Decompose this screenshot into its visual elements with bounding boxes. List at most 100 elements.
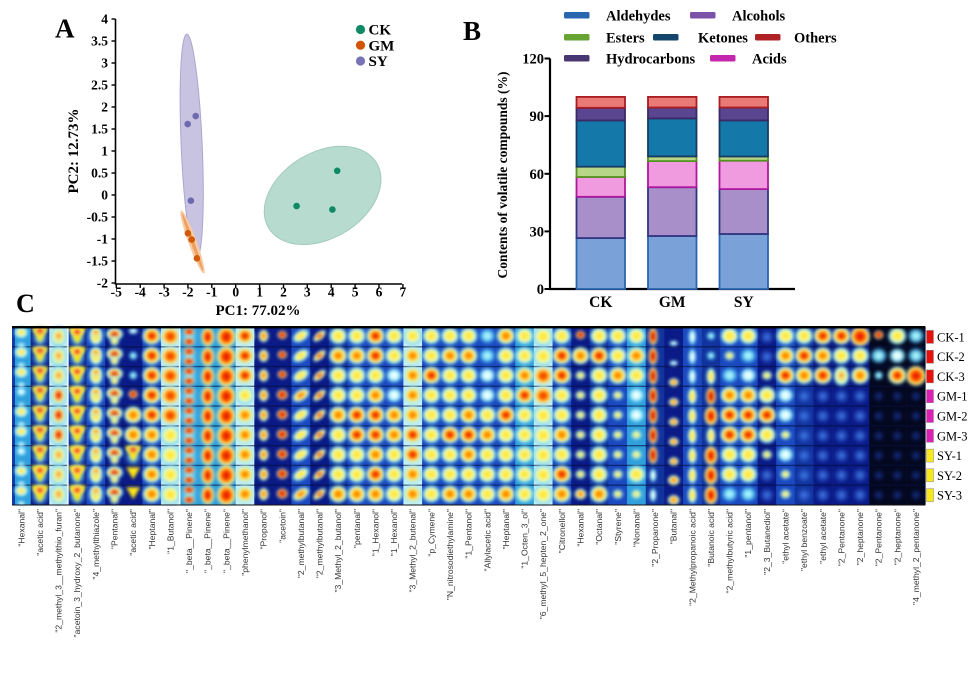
svg-text:"Styrene": "Styrene" bbox=[613, 509, 623, 545]
svg-text:Esters: Esters bbox=[606, 31, 645, 47]
svg-text:CK: CK bbox=[369, 23, 392, 39]
svg-text:C: C bbox=[16, 289, 35, 318]
svg-text:90: 90 bbox=[530, 109, 545, 125]
svg-text:PC2: 12.73%: PC2: 12.73% bbox=[66, 109, 82, 194]
svg-text:0: 0 bbox=[537, 282, 544, 298]
svg-text:"ethyl acetate": "ethyl acetate" bbox=[781, 509, 791, 564]
svg-text:-3: -3 bbox=[158, 285, 169, 300]
svg-text:Contents of volatile compounds: Contents of volatile compounds (%) bbox=[495, 71, 510, 278]
svg-text:"acetoin_3_hydroxy_2_butanone": "acetoin_3_hydroxy_2_butanone" bbox=[72, 509, 82, 637]
svg-text:SY-3: SY-3 bbox=[937, 489, 962, 503]
svg-text:-1: -1 bbox=[206, 285, 217, 300]
svg-text:"2_3_Butanediol": "2_3_Butanediol" bbox=[762, 509, 772, 575]
svg-text:"_beta__Pinene": "_beta__Pinene" bbox=[184, 509, 194, 573]
svg-text:60: 60 bbox=[530, 167, 545, 183]
svg-text:Alcohols: Alcohols bbox=[732, 9, 786, 25]
svg-text:CK-2: CK-2 bbox=[937, 350, 965, 364]
svg-text:"_beta__Pinene": "_beta__Pinene" bbox=[203, 509, 213, 573]
svg-text:30: 30 bbox=[530, 224, 545, 240]
svg-text:"3_Methyl_2_butenal": "3_Methyl_2_butenal" bbox=[408, 509, 418, 593]
svg-text:-1: -1 bbox=[97, 232, 108, 247]
svg-text:"2_Propanone": "2_Propanone" bbox=[650, 509, 660, 567]
svg-text:Hydrocarbons: Hydrocarbons bbox=[606, 52, 696, 68]
svg-text:"1_Butanol": "1_Butanol" bbox=[165, 509, 175, 554]
svg-text:"4_methyl_2_pentanone": "4_methyl_2_pentanone" bbox=[911, 509, 921, 605]
svg-text:"2_methylbutanal": "2_methylbutanal" bbox=[296, 509, 306, 578]
svg-text:2: 2 bbox=[101, 100, 108, 115]
svg-text:"_beta__Pinene": "_beta__Pinene" bbox=[221, 509, 231, 573]
svg-text:3.5: 3.5 bbox=[91, 34, 108, 49]
svg-text:"1_Octen_3_ol": "1_Octen_3_ol" bbox=[520, 509, 530, 569]
svg-text:0.5: 0.5 bbox=[91, 166, 108, 181]
svg-text:"1_Pentanol": "1_Pentanol" bbox=[464, 509, 474, 559]
svg-text:"2_heptanone": "2_heptanone" bbox=[855, 509, 865, 565]
svg-text:CK: CK bbox=[589, 294, 612, 311]
svg-text:B: B bbox=[463, 16, 481, 46]
svg-text:3: 3 bbox=[304, 285, 311, 300]
svg-text:"4_methylthiazole": "4_methylthiazole" bbox=[91, 509, 101, 580]
svg-text:"2_Pentanone": "2_Pentanone" bbox=[874, 509, 884, 566]
svg-text:"2_methylbutyric acid": "2_methylbutyric acid" bbox=[725, 509, 735, 593]
svg-text:4: 4 bbox=[101, 12, 108, 27]
svg-text:1: 1 bbox=[256, 285, 263, 300]
svg-text:"ethyl acetate": "ethyl acetate" bbox=[818, 509, 828, 564]
svg-text:"Citronellol": "Citronellol" bbox=[557, 509, 567, 553]
svg-text:"Hexanal": "Hexanal" bbox=[16, 509, 26, 547]
svg-text:"acetic acid": "acetic acid" bbox=[35, 509, 45, 556]
svg-text:GM-3: GM-3 bbox=[937, 429, 968, 443]
svg-text:-0.5: -0.5 bbox=[87, 210, 109, 225]
svg-text:120: 120 bbox=[522, 52, 544, 68]
svg-text:"acetic acid": "acetic acid" bbox=[128, 509, 138, 556]
svg-text:"Octanal": "Octanal" bbox=[594, 509, 604, 545]
svg-text:4: 4 bbox=[328, 285, 335, 300]
svg-text:"Heptanal": "Heptanal" bbox=[147, 509, 157, 550]
svg-text:GM: GM bbox=[659, 294, 686, 311]
svg-text:"p_Cymene": "p_Cymene" bbox=[426, 509, 436, 557]
svg-text:5: 5 bbox=[352, 285, 359, 300]
svg-text:"Heptanal": "Heptanal" bbox=[501, 509, 511, 550]
svg-text:2.5: 2.5 bbox=[91, 78, 108, 93]
svg-text:"acetoin": "acetoin" bbox=[277, 509, 287, 543]
svg-text:7: 7 bbox=[400, 285, 407, 300]
svg-text:"3_Methyl_2_butanol": "3_Methyl_2_butanol" bbox=[333, 509, 343, 593]
svg-text:"Hexanal": "Hexanal" bbox=[576, 509, 586, 547]
svg-text:Aldehydes: Aldehydes bbox=[606, 9, 671, 25]
svg-text:1: 1 bbox=[101, 144, 108, 159]
svg-text:"Pentanal": "Pentanal" bbox=[110, 509, 120, 549]
svg-text:2: 2 bbox=[280, 285, 287, 300]
svg-text:"1_Hexanol": "1_Hexanol" bbox=[371, 509, 381, 556]
svg-text:"Allylacetic acid": "Allylacetic acid" bbox=[482, 509, 492, 571]
svg-text:-2: -2 bbox=[97, 276, 108, 291]
svg-text:"2_Methylpropanoic acid": "2_Methylpropanoic acid" bbox=[687, 509, 697, 606]
svg-text:PC1: 77.02%: PC1: 77.02% bbox=[216, 303, 301, 319]
svg-text:1.5: 1.5 bbox=[91, 122, 108, 137]
svg-text:A: A bbox=[55, 14, 75, 44]
svg-text:"Butanoic acid": "Butanoic acid" bbox=[706, 509, 716, 567]
svg-text:0: 0 bbox=[101, 188, 108, 203]
svg-text:CK-3: CK-3 bbox=[937, 370, 965, 384]
svg-text:Acids: Acids bbox=[752, 52, 787, 68]
svg-text:SY: SY bbox=[734, 294, 754, 311]
svg-text:"Propanol": "Propanol" bbox=[259, 509, 269, 550]
svg-text:"ethyl benzoate": "ethyl benzoate" bbox=[799, 509, 809, 571]
svg-text:-5: -5 bbox=[111, 285, 122, 300]
svg-text:"1_pentanol": "1_pentanol" bbox=[743, 509, 753, 558]
svg-text:Others: Others bbox=[794, 31, 837, 47]
svg-text:"pentanal": "pentanal" bbox=[352, 509, 362, 548]
svg-text:SY: SY bbox=[369, 54, 388, 70]
svg-text:SY-1: SY-1 bbox=[937, 449, 962, 463]
svg-text:"2_heptanone": "2_heptanone" bbox=[892, 509, 902, 565]
svg-text:"Nonanal": "Nonanal" bbox=[631, 509, 641, 547]
svg-text:-1.5: -1.5 bbox=[87, 254, 109, 269]
svg-text:"2_Pentanone": "2_Pentanone" bbox=[836, 509, 846, 566]
svg-text:3: 3 bbox=[101, 56, 108, 71]
svg-text:"N_nitrosodiethylamine": "N_nitrosodiethylamine" bbox=[445, 509, 455, 600]
svg-text:"phenylmethanol": "phenylmethanol" bbox=[240, 509, 250, 576]
svg-text:0: 0 bbox=[232, 285, 239, 300]
svg-text:GM: GM bbox=[369, 38, 395, 54]
svg-text:-4: -4 bbox=[135, 285, 146, 300]
svg-text:"6_methyl_5_hepten_2_one": "6_methyl_5_hepten_2_one" bbox=[538, 509, 548, 619]
svg-text:Ketones: Ketones bbox=[698, 31, 748, 47]
svg-text:SY-2: SY-2 bbox=[937, 469, 962, 483]
svg-text:CK-1: CK-1 bbox=[937, 330, 965, 344]
